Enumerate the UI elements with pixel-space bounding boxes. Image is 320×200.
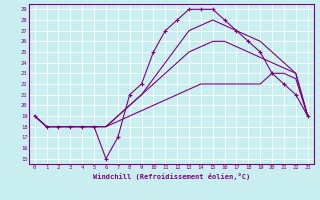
X-axis label: Windchill (Refroidissement éolien,°C): Windchill (Refroidissement éolien,°C) (92, 173, 250, 180)
